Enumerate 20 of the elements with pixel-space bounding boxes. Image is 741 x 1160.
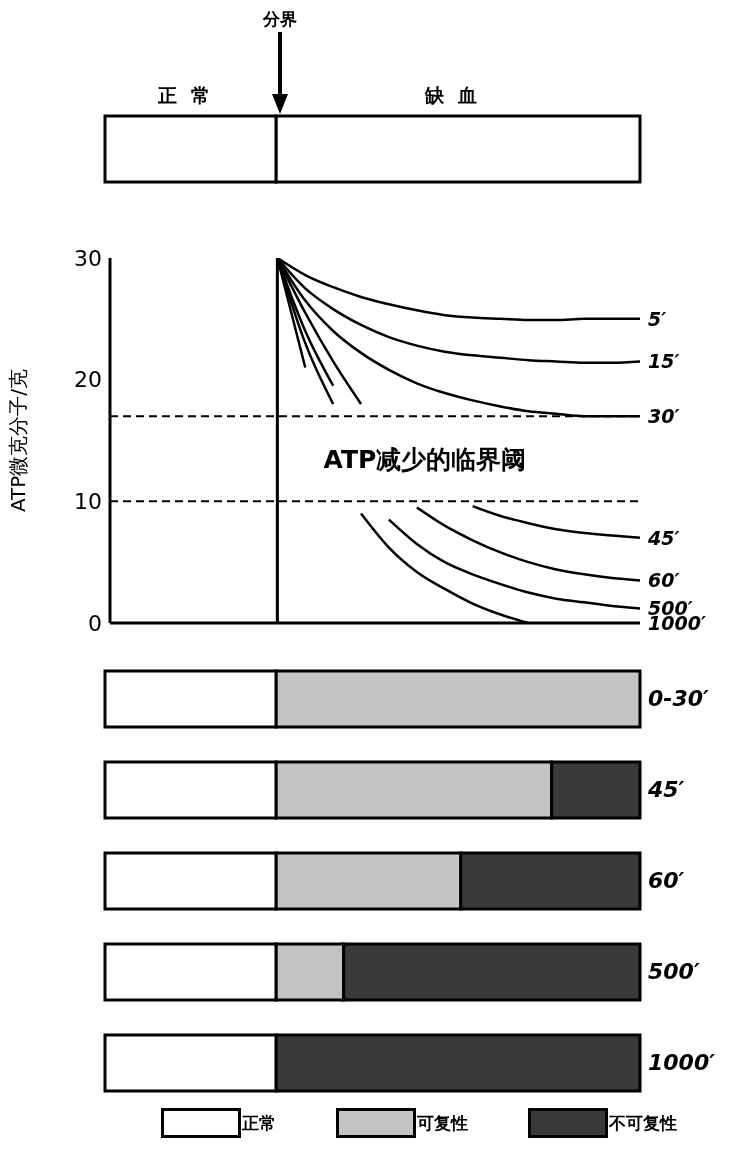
y-tick-label: 20 xyxy=(74,367,102,393)
legend-label: 可复性 xyxy=(416,1111,468,1135)
text: 分界 xyxy=(261,8,298,31)
y-tick-label: 30 xyxy=(74,245,102,271)
y-tick-label: 10 xyxy=(74,489,102,515)
y-tick-label: 1000′ xyxy=(648,1050,716,1076)
y-axis-title: ATP微克分子/克 xyxy=(6,368,31,513)
legend-label: 不可复性 xyxy=(608,1111,677,1135)
series-label: 30′ xyxy=(648,405,680,428)
y-tick-label: 60′ xyxy=(648,868,685,894)
series-label: 15′ xyxy=(648,350,680,373)
annotation: ATP减少的临界阈 xyxy=(323,444,527,474)
y-tick-label: 0-30′ xyxy=(648,686,710,712)
y-tick-label: 0 xyxy=(88,610,102,636)
y-tick-label: 45′ xyxy=(647,777,685,803)
series-label: 5′ xyxy=(648,307,667,330)
legend-label: 正常 xyxy=(241,1111,276,1135)
series-label: 正常 xyxy=(156,84,224,106)
y-tick-label: 500′ xyxy=(648,959,700,985)
series-label: 缺血 xyxy=(424,84,492,106)
